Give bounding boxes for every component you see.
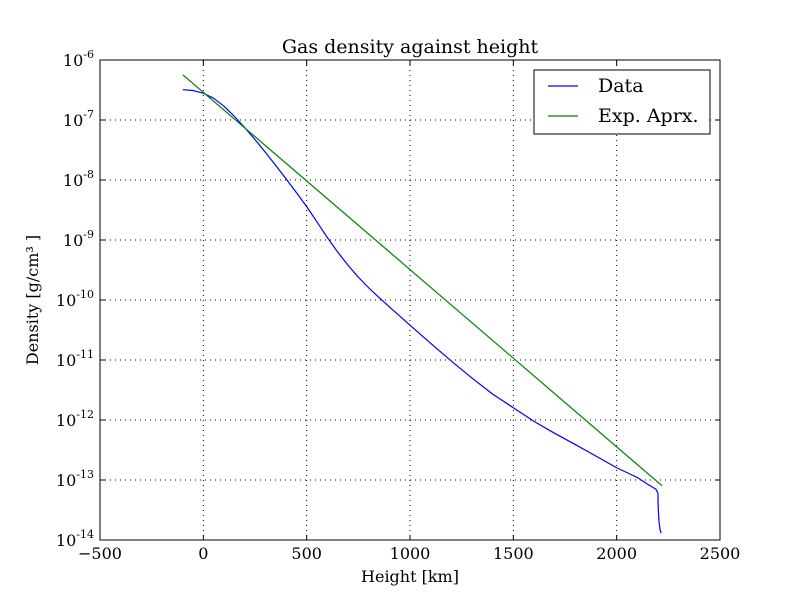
x-tick-label: 2000 xyxy=(596,544,637,563)
x-tick-label: 500 xyxy=(291,544,322,563)
y-tick-labels: 10-1410-1310-1210-1110-1010-910-810-710-… xyxy=(56,48,94,550)
y-tick-label-base: 10 xyxy=(56,351,76,370)
y-tick-label-exponent: -9 xyxy=(83,228,94,241)
x-tick-label: −500 xyxy=(78,544,122,563)
y-tick-label-base: 10 xyxy=(56,411,76,430)
legend-label: Data xyxy=(598,75,644,97)
y-axis-label: Density [g/cm³ ] xyxy=(23,235,42,365)
y-tick-label-base: 10 xyxy=(63,171,83,190)
legend: Data Exp. Aprx. xyxy=(533,69,711,135)
y-tick-label-exponent: -11 xyxy=(76,348,94,361)
y-tick-label-exponent: -12 xyxy=(76,408,94,421)
grid xyxy=(100,60,720,540)
y-tick-label-exponent: -13 xyxy=(76,468,94,481)
y-tick-label: 10-11 xyxy=(56,348,94,370)
y-tick-label-base: 10 xyxy=(63,51,83,70)
y-tick-label: 10-9 xyxy=(63,228,94,250)
axis-ticks xyxy=(99,59,721,541)
y-tick-label-exponent: -7 xyxy=(83,108,94,121)
chart-title: Gas density against height xyxy=(282,36,539,58)
y-tick-label-exponent: -6 xyxy=(83,48,94,61)
x-axis-label: Height [km] xyxy=(361,567,459,586)
y-tick-label: 10-8 xyxy=(63,168,94,190)
y-tick-label-base: 10 xyxy=(56,291,76,310)
y-tick-label-exponent: -8 xyxy=(83,168,94,181)
x-tick-label: 1000 xyxy=(390,544,431,563)
series-line-exp-aprx xyxy=(182,74,663,487)
y-tick-label: 10-6 xyxy=(63,48,94,70)
y-tick-label: 10-12 xyxy=(56,408,94,430)
y-tick-label-exponent: -10 xyxy=(76,288,94,301)
legend-box xyxy=(533,69,711,135)
legend-items: Data Exp. Aprx. xyxy=(548,75,699,127)
x-tick-labels: −500 0 500 1000 1500 2000 2500 xyxy=(78,544,740,563)
y-tick-label: 10-7 xyxy=(63,108,94,130)
y-tick-label: 10-14 xyxy=(56,528,94,550)
x-tick-label: 1500 xyxy=(493,544,534,563)
x-tick-label: 0 xyxy=(198,544,208,563)
y-tick-label-base: 10 xyxy=(56,531,76,550)
y-tick-label-base: 10 xyxy=(63,111,83,130)
y-tick-label-base: 10 xyxy=(63,231,83,250)
series-line-data xyxy=(182,89,662,534)
series-group xyxy=(182,74,663,534)
y-tick-label-base: 10 xyxy=(56,471,76,490)
x-tick-label: 2500 xyxy=(700,544,741,563)
y-tick-label: 10-10 xyxy=(56,288,94,310)
legend-label: Exp. Aprx. xyxy=(598,105,699,127)
y-tick-label: 10-13 xyxy=(56,468,94,490)
y-tick-label-exponent: -14 xyxy=(76,528,94,541)
